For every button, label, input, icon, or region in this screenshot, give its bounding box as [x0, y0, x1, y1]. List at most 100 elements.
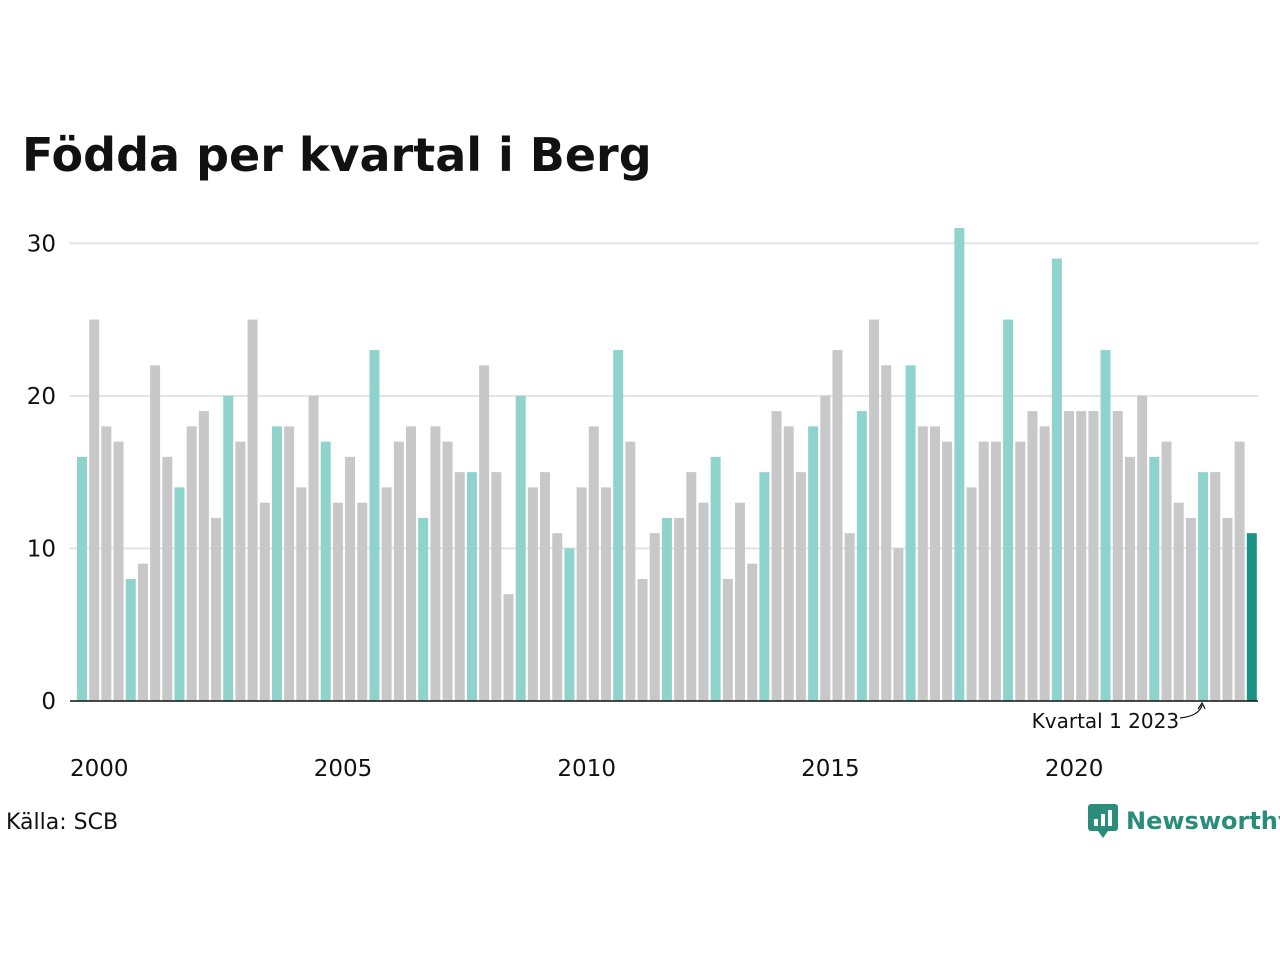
bar [905, 365, 916, 701]
bar [588, 426, 599, 701]
bar [1088, 411, 1099, 701]
bar [406, 426, 417, 701]
bar [1210, 472, 1221, 701]
bar [101, 426, 112, 701]
chart-title: Födda per kvartal i Berg [22, 128, 652, 182]
bar [783, 426, 794, 701]
bar [1100, 350, 1111, 701]
bar [747, 563, 758, 701]
bar [832, 350, 843, 701]
bar [881, 365, 892, 701]
bar [125, 578, 136, 701]
bar [527, 487, 538, 701]
bar [247, 319, 258, 701]
bar [771, 411, 782, 701]
bar [759, 472, 770, 701]
bar [137, 563, 148, 701]
bar [1076, 411, 1087, 701]
bar [552, 533, 563, 701]
bar [223, 395, 234, 701]
bar [1015, 441, 1026, 701]
bar [1112, 411, 1123, 701]
bar [284, 426, 295, 701]
bar [893, 548, 904, 701]
bar [89, 319, 100, 701]
bar [661, 517, 672, 701]
bar [357, 502, 368, 701]
x-tick-label: 2020 [1045, 756, 1104, 782]
bar [162, 456, 173, 701]
x-tick-label: 2000 [70, 756, 129, 782]
bar [1064, 411, 1075, 701]
annotation-arrow [1180, 704, 1203, 719]
bar [613, 350, 624, 701]
annotation-label: Kvartal 1 2023 [1032, 709, 1179, 733]
bar [966, 487, 977, 701]
bar [1003, 319, 1014, 701]
bar [150, 365, 161, 701]
x-tick-label: 2010 [557, 756, 616, 782]
y-tick-label: 30 [27, 231, 56, 257]
bar [332, 502, 343, 701]
bar [211, 517, 222, 701]
newsworthy-logo-icon [1088, 804, 1118, 838]
bar [978, 441, 989, 701]
bar [649, 533, 660, 701]
bar [1149, 456, 1160, 701]
bar [1124, 456, 1135, 701]
bar [674, 517, 685, 701]
bar [186, 426, 197, 701]
annotation-arrowhead [1197, 701, 1206, 710]
bar [442, 441, 453, 701]
bar [454, 472, 465, 701]
bar [625, 441, 636, 701]
bar [710, 456, 721, 701]
bar [491, 472, 502, 701]
bar [515, 395, 526, 701]
bar-chart: 0 10 20 30 2000 2005 2010 2015 2020 Kvartal 1 20… [27, 228, 1258, 782]
bar [820, 395, 831, 701]
bar [345, 456, 356, 701]
bar [320, 441, 331, 701]
bar [844, 533, 855, 701]
bar [1173, 502, 1184, 701]
bar [929, 426, 940, 701]
y-tick-label: 10 [27, 536, 56, 562]
bar [271, 426, 282, 701]
bar [113, 441, 124, 701]
bar [990, 441, 1001, 701]
bar [466, 472, 477, 701]
bar [198, 411, 209, 701]
bar [1027, 411, 1038, 701]
x-tick-label: 2015 [801, 756, 860, 782]
bar [308, 395, 319, 701]
bar [1137, 395, 1148, 701]
bar [381, 487, 392, 701]
bar [393, 441, 404, 701]
bar [576, 487, 587, 701]
bar [600, 487, 611, 701]
bar [735, 502, 746, 701]
y-tick-label: 20 [27, 384, 56, 410]
bar [1222, 517, 1233, 701]
bar [1051, 258, 1062, 701]
bar [503, 594, 514, 701]
bar [430, 426, 441, 701]
axes: 0 10 20 30 2000 2005 2010 2015 2020 [27, 231, 1258, 782]
bar [1198, 472, 1209, 701]
bar [1161, 441, 1172, 701]
bar [235, 441, 246, 701]
bar [479, 365, 490, 701]
bar [637, 578, 648, 701]
bar [418, 517, 429, 701]
newsworthy-logo: Newsworthy [1088, 804, 1280, 838]
bar [808, 426, 819, 701]
bar [174, 487, 185, 701]
bar [942, 441, 953, 701]
bar [1234, 441, 1245, 701]
bar [917, 426, 928, 701]
bar [795, 472, 806, 701]
annotation: Kvartal 1 2023 [1032, 701, 1206, 733]
y-tick-label: 0 [41, 689, 56, 715]
bars [77, 228, 1257, 701]
